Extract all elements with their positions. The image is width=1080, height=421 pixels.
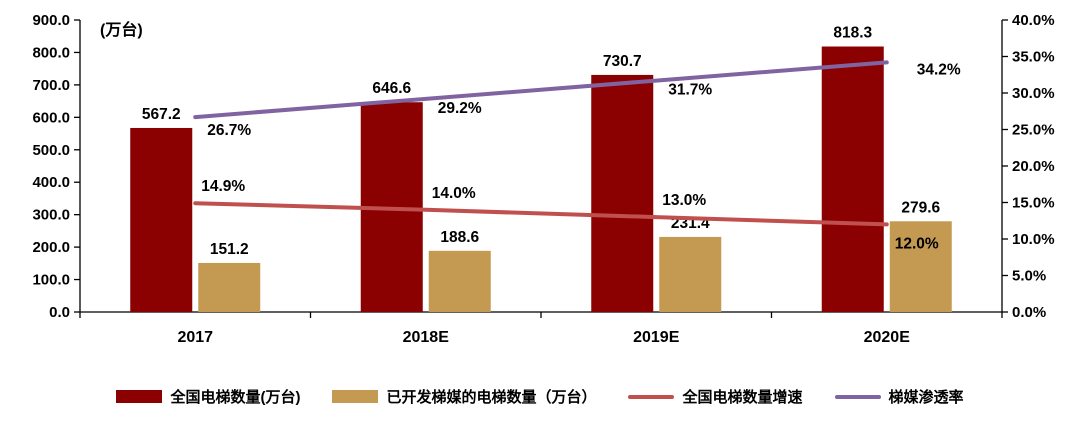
legend-swatch-line-purple bbox=[834, 394, 881, 399]
x-axis-category-label: 2017 bbox=[177, 329, 213, 346]
left-axis-tick-label: 900.0 bbox=[32, 12, 70, 29]
bar-value-label: 279.6 bbox=[901, 199, 940, 216]
legend-swatch-bar-tan bbox=[332, 390, 379, 403]
bar-value-label: 730.7 bbox=[603, 53, 642, 70]
legend: 全国电梯数量(万台) 已开发梯媒的电梯数量（万台） 全国电梯数量增速 梯媒渗透率 bbox=[0, 386, 1080, 407]
line-value-label: 31.7% bbox=[668, 82, 712, 99]
left-axis-tick-label: 100.0 bbox=[32, 272, 70, 289]
right-axis-tick-label: 5.0% bbox=[1012, 268, 1046, 285]
combo-chart: 0.0 100.0 200.0 300.0 400.0 500.0 600.0 700.0 80… bbox=[32, 12, 1055, 346]
line-value-label: 14.9% bbox=[201, 178, 245, 195]
left-axis-tick-label: 600.0 bbox=[32, 109, 70, 126]
legend-item-national-elevators: 全国电梯数量(万台) bbox=[116, 386, 300, 407]
bar-value-label: 188.6 bbox=[440, 229, 479, 246]
legend-label: 全国电梯数量(万台) bbox=[170, 389, 301, 406]
left-axis-tick-label: 0.0 bbox=[49, 304, 70, 321]
left-axis-tick-label: 500.0 bbox=[32, 142, 70, 159]
right-axis-tick-label: 25.0% bbox=[1012, 122, 1055, 139]
x-axis-category-label: 2019E bbox=[633, 329, 680, 346]
line-value-label: 13.0% bbox=[662, 192, 706, 209]
bar-value-label: 151.2 bbox=[210, 241, 249, 258]
right-axis-tick-label: 20.0% bbox=[1012, 158, 1055, 175]
line-series-3 bbox=[193, 60, 889, 120]
line-value-label: 34.2% bbox=[917, 61, 961, 78]
line-value-label: 26.7% bbox=[207, 122, 251, 139]
legend-item-developed-elevators: 已开发梯媒的电梯数量（万台） bbox=[332, 386, 596, 407]
left-axis-tick-label: 300.0 bbox=[32, 207, 70, 224]
right-axis-tick-label: 10.0% bbox=[1012, 231, 1055, 248]
x-axis-category-label: 2020E bbox=[864, 329, 911, 346]
legend-swatch-line-red bbox=[628, 394, 675, 399]
line-value-label: 14.0% bbox=[432, 185, 476, 202]
x-axis-category-label: 2018E bbox=[403, 329, 450, 346]
right-axis-tick-label: 35.0% bbox=[1012, 49, 1055, 66]
bar-1-1 bbox=[428, 250, 491, 312]
legend-item-growth-rate: 全国电梯数量增速 bbox=[628, 386, 803, 407]
right-axis-tick-label: 15.0% bbox=[1012, 195, 1055, 212]
bar-0-2 bbox=[591, 74, 654, 313]
line-value-label: 29.2% bbox=[438, 100, 482, 117]
right-axis-tick-label: 30.0% bbox=[1012, 85, 1055, 102]
bar-1-2 bbox=[659, 236, 722, 312]
bar-value-label: 818.3 bbox=[833, 25, 872, 42]
left-axis-tick-label: 800.0 bbox=[32, 44, 70, 61]
legend-label: 全国电梯数量增速 bbox=[682, 389, 803, 406]
legend-swatch-bar-dark-red bbox=[116, 390, 163, 403]
axis-unit-label: (万台) bbox=[100, 22, 143, 39]
left-axis-tick-label: 400.0 bbox=[32, 174, 70, 191]
bar-value-label: 567.2 bbox=[142, 106, 181, 123]
bar-0-3 bbox=[821, 46, 884, 312]
legend-label: 梯媒渗透率 bbox=[888, 389, 964, 406]
legend-item-penetration-rate: 梯媒渗透率 bbox=[834, 386, 964, 407]
legend-label: 已开发梯媒的电梯数量（万台） bbox=[386, 389, 597, 406]
bar-1-3 bbox=[889, 221, 952, 312]
line-series-2 bbox=[193, 201, 889, 227]
left-axis-tick-label: 700.0 bbox=[32, 77, 70, 94]
right-axis-tick-label: 40.0% bbox=[1012, 12, 1055, 29]
bar-1-0 bbox=[198, 262, 261, 312]
bar-value-label: 646.6 bbox=[372, 80, 411, 97]
bar-0-0 bbox=[130, 127, 193, 312]
left-axis-tick-label: 200.0 bbox=[32, 239, 70, 256]
right-axis-tick-label: 0.0% bbox=[1012, 304, 1046, 321]
line-value-label: 12.0% bbox=[895, 235, 939, 252]
